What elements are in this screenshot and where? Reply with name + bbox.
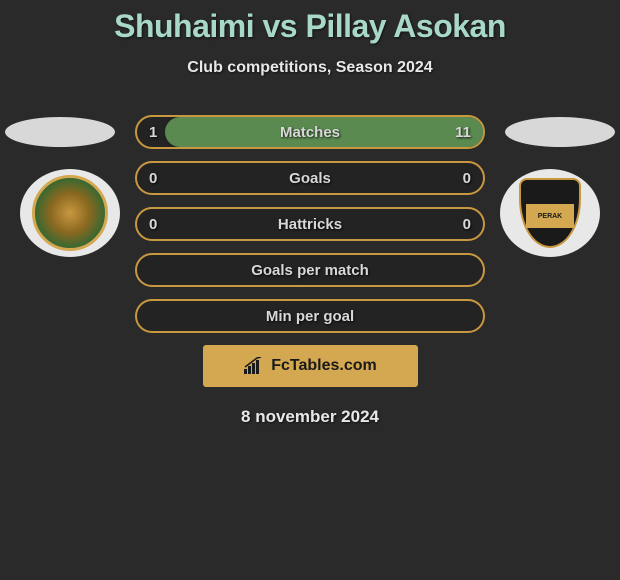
page-title: Shuhaimi vs Pillay Asokan [0, 0, 620, 45]
stat-value-right: 0 [463, 216, 471, 233]
stats-container: 1 Matches 11 0 Goals 0 0 Hattricks 0 Goals per ma… [135, 115, 485, 345]
club-crest-right: PERAK [500, 169, 600, 257]
player-right-marker [505, 117, 615, 147]
stat-label: Goals [289, 170, 331, 187]
club-crest-left [20, 169, 120, 257]
stat-label: Goals per match [251, 262, 369, 279]
stat-row: Goals per match [135, 253, 485, 287]
shield-text: PERAK [526, 204, 574, 228]
stat-label: Min per goal [266, 308, 354, 325]
stat-value-left: 0 [149, 170, 157, 187]
shield-icon: PERAK [519, 178, 581, 248]
player-left-marker [5, 117, 115, 147]
comparison-area: PERAK 1 Matches 11 0 Goals 0 0 Hattricks 0 Goals … [0, 107, 620, 337]
stat-value-right: 0 [463, 170, 471, 187]
crest-left-emblem [32, 175, 108, 251]
chart-icon [243, 357, 265, 375]
brand-watermark: FcTables.com [203, 345, 418, 387]
brand-text: FcTables.com [271, 357, 377, 375]
crest-left-bg [20, 169, 120, 257]
stat-row: 0 Hattricks 0 [135, 207, 485, 241]
stat-value-left: 0 [149, 216, 157, 233]
page-subtitle: Club competitions, Season 2024 [0, 59, 620, 77]
crest-right-emblem: PERAK [512, 175, 588, 251]
stat-label: Matches [280, 124, 340, 141]
stat-value-right: 11 [455, 124, 471, 141]
footer-date: 8 november 2024 [0, 407, 620, 427]
stat-value-left: 1 [149, 124, 157, 141]
stat-label: Hattricks [278, 216, 342, 233]
stat-row: Min per goal [135, 299, 485, 333]
stat-row: 0 Goals 0 [135, 161, 485, 195]
stat-row: 1 Matches 11 [135, 115, 485, 149]
crest-right-bg: PERAK [500, 169, 600, 257]
